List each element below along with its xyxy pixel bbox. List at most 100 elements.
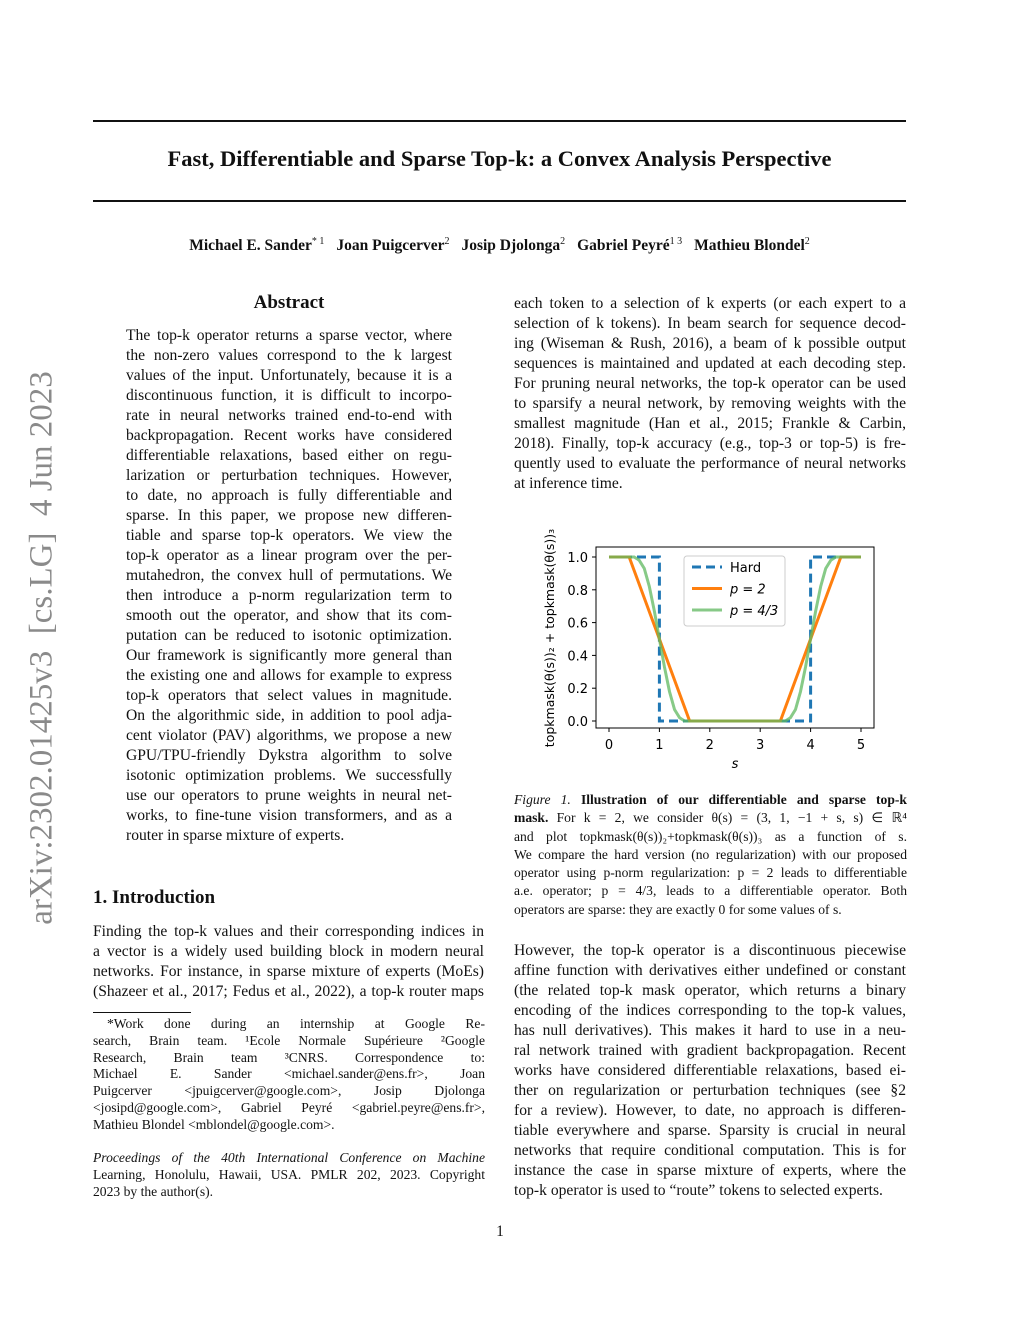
text-line: 2018). Finally, top-k accuracy (e.g., to… [514,435,906,452]
text-line: the non-zero values correspond to the k … [126,347,452,364]
title-bottom-rule [93,200,906,202]
y-tick-label: 0.8 [567,584,588,599]
text-line: smallest magnitude (Han et al., 2015; Fr… [514,415,906,432]
text-line: operator using p-norm regularization: p … [514,865,907,881]
text-line: networks that require conditional comput… [514,1142,906,1159]
text-line: and plot topkmask(θ(s))₂+topkmask(θ(s))₃… [514,828,907,844]
text-line: a.e. operator; p = 4/3, leads to a diffe… [514,883,907,899]
text-line: ing (Wiseman & Rush, 2016), a beam of k … [514,335,906,352]
text-line: Mathieu Blondel <mblondel@google.com>. [93,1116,335,1132]
abstract-heading: Abstract [253,292,325,313]
text-line: 2023 by the author(s). [93,1183,214,1199]
text-line: sparse. In this paper, we propose new di… [126,507,452,524]
text-line: Michael E. Sander <michael.sander@ens.fr… [93,1066,485,1082]
text-line: a vector is a widely used building block… [93,943,484,960]
series-line-p-4-3 [609,555,861,723]
text-line: Research, Brain team ³CNRS. Corresponden… [93,1049,485,1065]
text-line: Our framework is significantly more gene… [126,647,452,664]
text-line: ther on regularization or perturbation t… [514,1082,906,1099]
x-tick-label: 3 [756,738,764,753]
text-line: larization or perturbation techniques. H… [126,467,452,484]
author-name: Josip Djolonga [461,237,561,255]
y-axis-label: topkmask(θ(s))₂ + topkmask(θ(s))₃ [542,529,557,747]
right-column-text-bottom: However, the top-k operator is a discont… [514,941,906,1201]
text-line: the existing one and allows for example … [126,667,452,684]
caption-line: mask. For k = 2, we consider θ(s) = (3, … [514,809,907,827]
y-tick-label: 0.0 [567,715,588,730]
paper-title: Fast, Differentiable and Sparse Top-k: a… [167,146,832,171]
y-tick-label: 0.2 [567,682,588,697]
text-line: works, to fine-tune vision transformers,… [126,807,452,824]
text-line: to date, no approach is fully differenti… [126,487,452,504]
text-line: use our operators to prune weights in ne… [126,787,452,804]
author-name: Mathieu Blondel [694,237,805,255]
y-tick-label: 0.6 [567,617,588,632]
text-line: tiable and sparse top-k operators. We vi… [126,527,452,544]
text-line: operators are sparse: they are exactly 0… [514,901,842,917]
figure-caption: Figure 1. Illustration of our differenti… [514,791,907,919]
arxiv-stamp: arXiv:2302.01425v3 [cs.LG] 4 Jun 2023 [23,371,60,925]
text-line: Proceedings of the 40th International Co… [93,1150,485,1165]
author-affiliation: 1 3 [669,236,683,247]
introduction-text: Finding the top-k values and their corre… [93,922,484,1002]
proceedings-note: Proceedings of the 40th International Co… [93,1150,485,1200]
y-tick-label: 1.0 [567,551,588,566]
text-line: then introduce a p-norm regularization t… [126,587,452,604]
text-line: top-k operator is used to “route” tokens… [514,1182,883,1199]
text-line: has null derivatives). This makes it har… [514,1022,906,1039]
text-line: networks. For instance, in sparse mixtur… [93,963,484,980]
text-line: backpropagation. Recent works have consi… [126,427,452,444]
text-line: at inference time. [514,475,623,492]
text-line: ral network trained with gradient backpr… [514,1042,906,1059]
text-line: smooth out the operator, and show that i… [126,607,452,624]
text-line: (Shazeer et al., 2017; Fedus et al., 202… [93,983,484,1000]
series-line-hard [609,555,861,723]
text-line: On the algorithmic side, in addition to … [126,707,452,724]
text-line: router in sparse mixture of experts. [126,827,345,844]
author: Michael E. Sander* 1 [189,236,325,255]
text-line: sequences is maintained and updated at e… [514,355,906,372]
text-line: For pruning neural networks, the top-k o… [514,375,906,392]
text-line: mutahedron, the convex hull of permutati… [126,567,452,584]
text-line: selection of k tokens). In beam search f… [514,315,906,332]
x-tick-label: 2 [706,738,714,753]
text-line: differentiable relaxations, based either… [126,447,452,464]
author: Gabriel Peyré1 3 [577,236,683,254]
text-line: isotonic optimization problems. We succe… [126,767,452,784]
author-affiliation: * 1 [311,236,325,247]
text-line: putation can be reduced to isotonic opti… [126,627,452,644]
author-name: Michael E. Sander [189,237,312,255]
figure-1-chart: 0 1 2 3 4 5 0.0 0.2 0.4 0.6 0.8 1.0 s topkmask(θ(s))₂… [542,529,875,772]
text-line: works have considered differentiable rel… [514,1062,906,1079]
text-line: Puigcerver <jpuigcerver@google.com>, Jos… [93,1083,485,1099]
text-line: top-k operator as a linear program over … [126,547,452,564]
text-line: Learning, Honolulu, Hawaii, USA. PMLR 20… [93,1166,485,1182]
author: Josip Djolonga2 [461,236,566,255]
y-tick-label: 0.4 [567,649,588,664]
author: Joan Puigcerver2 [336,236,450,254]
plot-frame [595,546,875,729]
author-affiliation: 2 [560,236,566,247]
text-line: for a review). However, to date, no appr… [514,1102,906,1119]
x-axis-label: s [732,757,739,772]
top-rule [93,120,906,122]
caption-text: For k = 2, we consider θ(s) = (3, 1, −1 … [556,810,907,826]
caption-title: Illustration of our differentiable and s… [580,792,907,807]
text-line: The top-k operator returns a sparse vect… [126,327,452,344]
text-line: *Work done during an internship at Googl… [107,1016,485,1031]
introduction-heading: 1. Introduction [93,887,216,908]
text-line: Finding the top-k values and their corre… [93,923,484,940]
text-line: quently used to evaluate the performance… [514,455,906,472]
text-line: cent violator (PAV) algorithms, we propo… [126,727,452,744]
text-line: However, the top-k operator is a discont… [514,942,906,959]
caption-line: Figure 1. Illustration of our differenti… [514,791,907,809]
author-affiliation: 2 [444,236,450,247]
x-tick-label: 5 [857,738,865,753]
right-column-text-top: each token to a selection of k experts (… [514,294,906,494]
caption-label: Figure 1. [514,792,571,807]
abstract-text: The top-k operator returns a sparse vect… [126,326,452,846]
text-line: GPU/TPU-friendly Dykstra algorithm to so… [126,747,452,764]
text-line: encoding of the indices corresponding to… [514,1002,906,1019]
page-number: 1 [496,1223,504,1240]
legend-label: p = 2 [729,583,766,598]
